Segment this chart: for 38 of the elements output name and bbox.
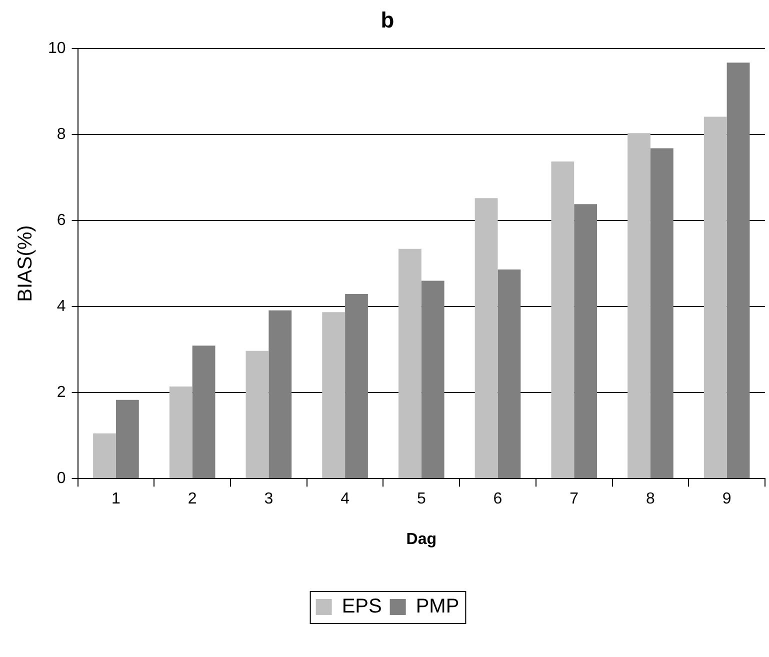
bar — [246, 350, 269, 478]
y-axis-title: BIAS(%) — [14, 225, 37, 302]
bar — [551, 162, 574, 478]
y-tick-label: 0 — [56, 470, 66, 488]
y-tick-label: 10 — [48, 40, 66, 57]
bar — [345, 294, 368, 478]
bar — [574, 204, 598, 478]
x-tick-label: 5 — [416, 490, 426, 508]
bar — [169, 386, 192, 478]
bar — [322, 312, 346, 478]
x-tick-label: 7 — [570, 490, 579, 508]
bar — [116, 400, 139, 478]
bar — [704, 116, 727, 478]
legend-label: PMP — [416, 596, 460, 618]
bar — [398, 248, 422, 478]
bar — [192, 346, 216, 478]
x-tick-label: 8 — [646, 490, 656, 508]
bar — [650, 148, 674, 478]
x-tick-label: 3 — [264, 490, 274, 508]
x-tick-label: 6 — [493, 490, 502, 508]
y-tick-label: 8 — [56, 126, 66, 143]
x-tick-label: 4 — [340, 490, 350, 508]
x-tick-label: 1 — [112, 490, 121, 508]
bar — [726, 62, 750, 478]
bar — [498, 270, 521, 478]
y-tick-label: 6 — [56, 212, 66, 229]
x-axis-title: Dag — [406, 530, 437, 548]
y-tick-label: 4 — [56, 298, 66, 315]
bar — [93, 433, 116, 478]
x-tick-label: 2 — [188, 490, 197, 508]
x-tick-label: 9 — [722, 490, 732, 508]
bar — [628, 133, 650, 478]
bar — [474, 198, 498, 478]
legend-label: EPS — [342, 596, 382, 618]
y-tick-label: 2 — [56, 384, 66, 401]
bar — [268, 310, 292, 478]
bar — [421, 280, 444, 478]
chart-title: b — [380, 7, 394, 32]
